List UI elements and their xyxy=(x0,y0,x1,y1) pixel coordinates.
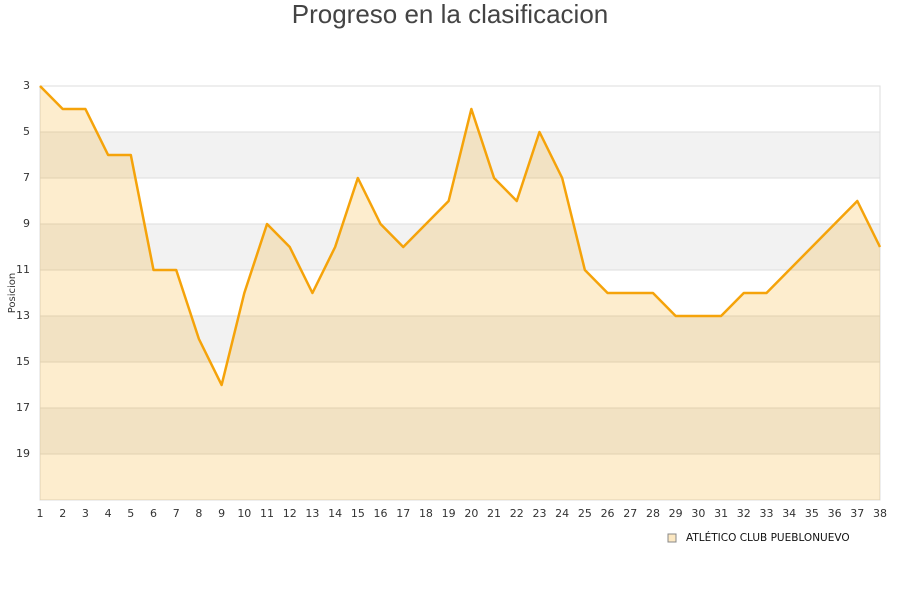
line xyxy=(39,85,882,387)
y-tick-label: 3 xyxy=(23,79,30,92)
x-tick-label: 31 xyxy=(714,507,728,520)
x-tick-label: 15 xyxy=(351,507,365,520)
y-tick-label: 19 xyxy=(16,447,30,460)
x-tick-label: 7 xyxy=(173,507,180,520)
x-tick-label: 8 xyxy=(195,507,202,520)
x-tick-label: 26 xyxy=(601,507,615,520)
x-tick-label: 28 xyxy=(646,507,660,520)
x-tick-label: 30 xyxy=(691,507,705,520)
grid-band xyxy=(40,362,880,408)
x-tick-label: 29 xyxy=(669,507,683,520)
x-tick-label: 25 xyxy=(578,507,592,520)
grid-band xyxy=(40,316,880,362)
x-tick-label: 18 xyxy=(419,507,433,520)
x-tick-label: 20 xyxy=(464,507,478,520)
grid-band xyxy=(40,178,880,224)
legend-swatch xyxy=(667,533,677,543)
chart-title: Progreso en la clasificacion xyxy=(292,0,609,29)
area xyxy=(40,86,880,500)
y-tick-label: 11 xyxy=(16,263,30,276)
x-tick-label: 23 xyxy=(532,507,546,520)
legend-label: ATLÉTICO CLUB PUEBLONUEVO xyxy=(686,531,850,544)
y-tick-label: 7 xyxy=(23,171,30,184)
grid-band xyxy=(40,454,880,500)
x-tick-label: 38 xyxy=(873,507,887,520)
x-tick-label: 16 xyxy=(374,507,388,520)
x-tick-label: 22 xyxy=(510,507,524,520)
grid-band xyxy=(40,86,880,132)
x-tick-label: 6 xyxy=(150,507,157,520)
x-tick-label: 37 xyxy=(850,507,864,520)
x-tick-label: 35 xyxy=(805,507,819,520)
x-tick-label: 10 xyxy=(237,507,251,520)
x-tick-label: 2 xyxy=(59,507,66,520)
x-tick-label: 14 xyxy=(328,507,342,520)
y-tick-label: 15 xyxy=(16,355,30,368)
x-tick-label: 36 xyxy=(828,507,842,520)
x-tick-label: 1 xyxy=(37,507,44,520)
y-axis-label: Posicion xyxy=(7,273,18,314)
x-tick-label: 11 xyxy=(260,507,274,520)
x-tick-label: 17 xyxy=(396,507,410,520)
x-tick-label: 12 xyxy=(283,507,297,520)
x-tick-label: 34 xyxy=(782,507,796,520)
x-tick-label: 27 xyxy=(623,507,637,520)
x-tick-label: 9 xyxy=(218,507,225,520)
y-tick-label: 5 xyxy=(23,125,30,138)
y-tick-label: 13 xyxy=(16,309,30,322)
y-tick-label: 17 xyxy=(16,401,30,414)
y-tick-label: 9 xyxy=(23,217,30,230)
x-tick-label: 24 xyxy=(555,507,569,520)
x-tick-label: 33 xyxy=(759,507,773,520)
x-tick-label: 4 xyxy=(105,507,112,520)
x-tick-label: 32 xyxy=(737,507,751,520)
x-tick-label: 21 xyxy=(487,507,501,520)
grid-band xyxy=(40,224,880,270)
x-tick-label: 13 xyxy=(305,507,319,520)
x-tick-label: 5 xyxy=(127,507,134,520)
x-tick-label: 3 xyxy=(82,507,89,520)
grid-band xyxy=(40,408,880,454)
x-tick-label: 19 xyxy=(442,507,456,520)
